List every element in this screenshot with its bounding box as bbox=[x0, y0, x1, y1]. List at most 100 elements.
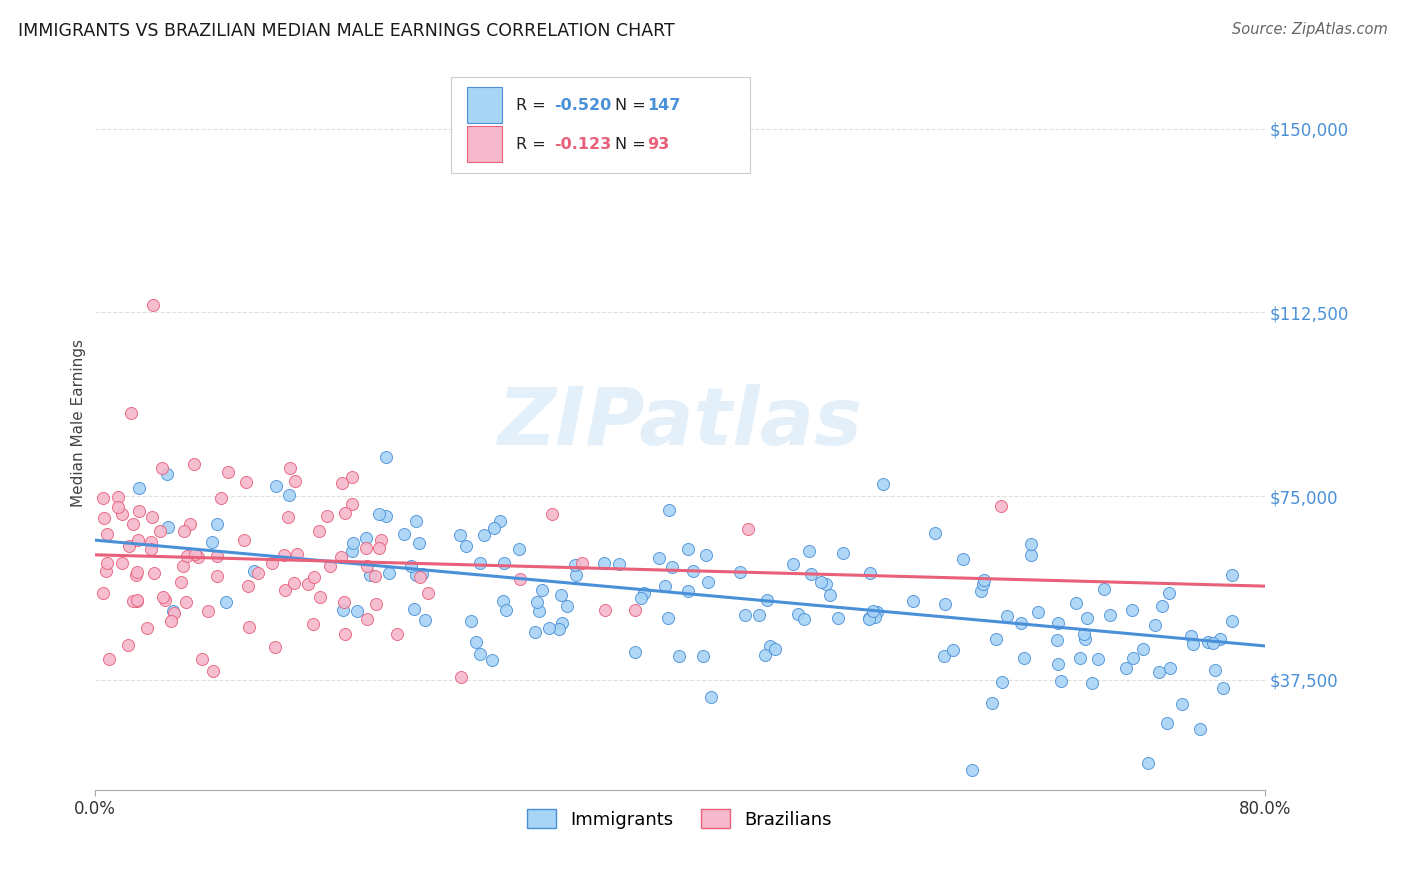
Point bbox=[970, 584, 993, 599]
Point bbox=[340, 544, 363, 558]
Point bbox=[316, 508, 339, 523]
FancyBboxPatch shape bbox=[467, 87, 502, 123]
Point bbox=[399, 559, 422, 574]
Point bbox=[127, 533, 149, 547]
Point bbox=[157, 520, 180, 534]
Point bbox=[692, 648, 714, 663]
Point bbox=[872, 476, 894, 491]
Point bbox=[125, 594, 148, 608]
Point bbox=[810, 574, 832, 589]
Point bbox=[495, 603, 517, 617]
Point bbox=[200, 534, 222, 549]
Point bbox=[370, 533, 392, 547]
Point bbox=[1050, 673, 1073, 688]
Point bbox=[531, 583, 554, 598]
Point bbox=[980, 696, 1002, 710]
Point bbox=[1157, 586, 1180, 600]
Point bbox=[571, 556, 593, 570]
Point bbox=[818, 588, 841, 602]
Point bbox=[122, 517, 145, 532]
Point bbox=[633, 585, 655, 599]
Point bbox=[342, 470, 364, 484]
Point bbox=[1115, 661, 1137, 675]
Point bbox=[174, 595, 197, 609]
Point bbox=[378, 566, 401, 581]
Point bbox=[782, 557, 804, 571]
Point bbox=[333, 506, 356, 520]
Point bbox=[827, 610, 849, 624]
Text: 93: 93 bbox=[647, 136, 669, 152]
Point bbox=[1150, 599, 1173, 614]
Point bbox=[668, 649, 690, 664]
Point bbox=[128, 504, 150, 518]
Point bbox=[759, 639, 782, 653]
Point bbox=[1026, 605, 1049, 619]
Point bbox=[96, 557, 118, 571]
Point bbox=[793, 612, 815, 626]
Point bbox=[734, 608, 756, 623]
Point bbox=[460, 614, 482, 628]
Point bbox=[1046, 657, 1069, 671]
Point bbox=[374, 508, 396, 523]
Point bbox=[564, 558, 586, 572]
Point bbox=[1019, 548, 1042, 562]
Point bbox=[858, 611, 880, 625]
Point bbox=[695, 548, 717, 562]
Point bbox=[411, 567, 433, 582]
Point bbox=[492, 556, 515, 570]
Point bbox=[990, 499, 1012, 513]
Point bbox=[332, 602, 354, 616]
Point bbox=[595, 603, 617, 617]
Point bbox=[340, 497, 363, 511]
Point bbox=[924, 525, 946, 540]
Point bbox=[489, 514, 512, 528]
Point bbox=[173, 524, 195, 539]
Point bbox=[1212, 681, 1234, 695]
Point bbox=[1019, 537, 1042, 551]
Point bbox=[676, 583, 699, 598]
Point bbox=[1010, 615, 1032, 630]
Point bbox=[1076, 611, 1098, 625]
Point bbox=[330, 475, 353, 490]
Point bbox=[555, 599, 578, 614]
Text: -0.123: -0.123 bbox=[554, 136, 612, 152]
Point bbox=[1132, 641, 1154, 656]
Point bbox=[278, 461, 301, 475]
Point bbox=[263, 640, 285, 655]
Point bbox=[748, 607, 770, 622]
Point bbox=[952, 552, 974, 566]
Point bbox=[682, 564, 704, 578]
Point bbox=[547, 622, 569, 636]
Point bbox=[696, 575, 718, 590]
Point bbox=[1081, 676, 1104, 690]
Point bbox=[657, 611, 679, 625]
Text: R =: R = bbox=[516, 136, 555, 152]
Point bbox=[737, 523, 759, 537]
Point bbox=[155, 592, 177, 607]
Point bbox=[413, 613, 436, 627]
Point bbox=[191, 651, 214, 665]
Point bbox=[648, 550, 671, 565]
Point bbox=[865, 606, 887, 620]
Point bbox=[260, 556, 283, 570]
Point bbox=[285, 547, 308, 561]
Point bbox=[125, 568, 148, 582]
Point bbox=[468, 647, 491, 661]
Point bbox=[984, 632, 1007, 647]
Point bbox=[111, 556, 134, 570]
Point bbox=[1188, 723, 1211, 737]
Point bbox=[1074, 632, 1097, 647]
Point bbox=[754, 648, 776, 662]
Point bbox=[538, 621, 561, 635]
Point bbox=[509, 572, 531, 586]
Point bbox=[118, 539, 141, 553]
Point bbox=[302, 617, 325, 632]
Point bbox=[1220, 568, 1243, 582]
Point bbox=[150, 461, 173, 475]
Point bbox=[624, 603, 647, 617]
Point bbox=[1087, 652, 1109, 666]
Point bbox=[456, 539, 478, 553]
Point bbox=[359, 568, 381, 582]
Point bbox=[676, 541, 699, 556]
Point bbox=[205, 549, 228, 564]
